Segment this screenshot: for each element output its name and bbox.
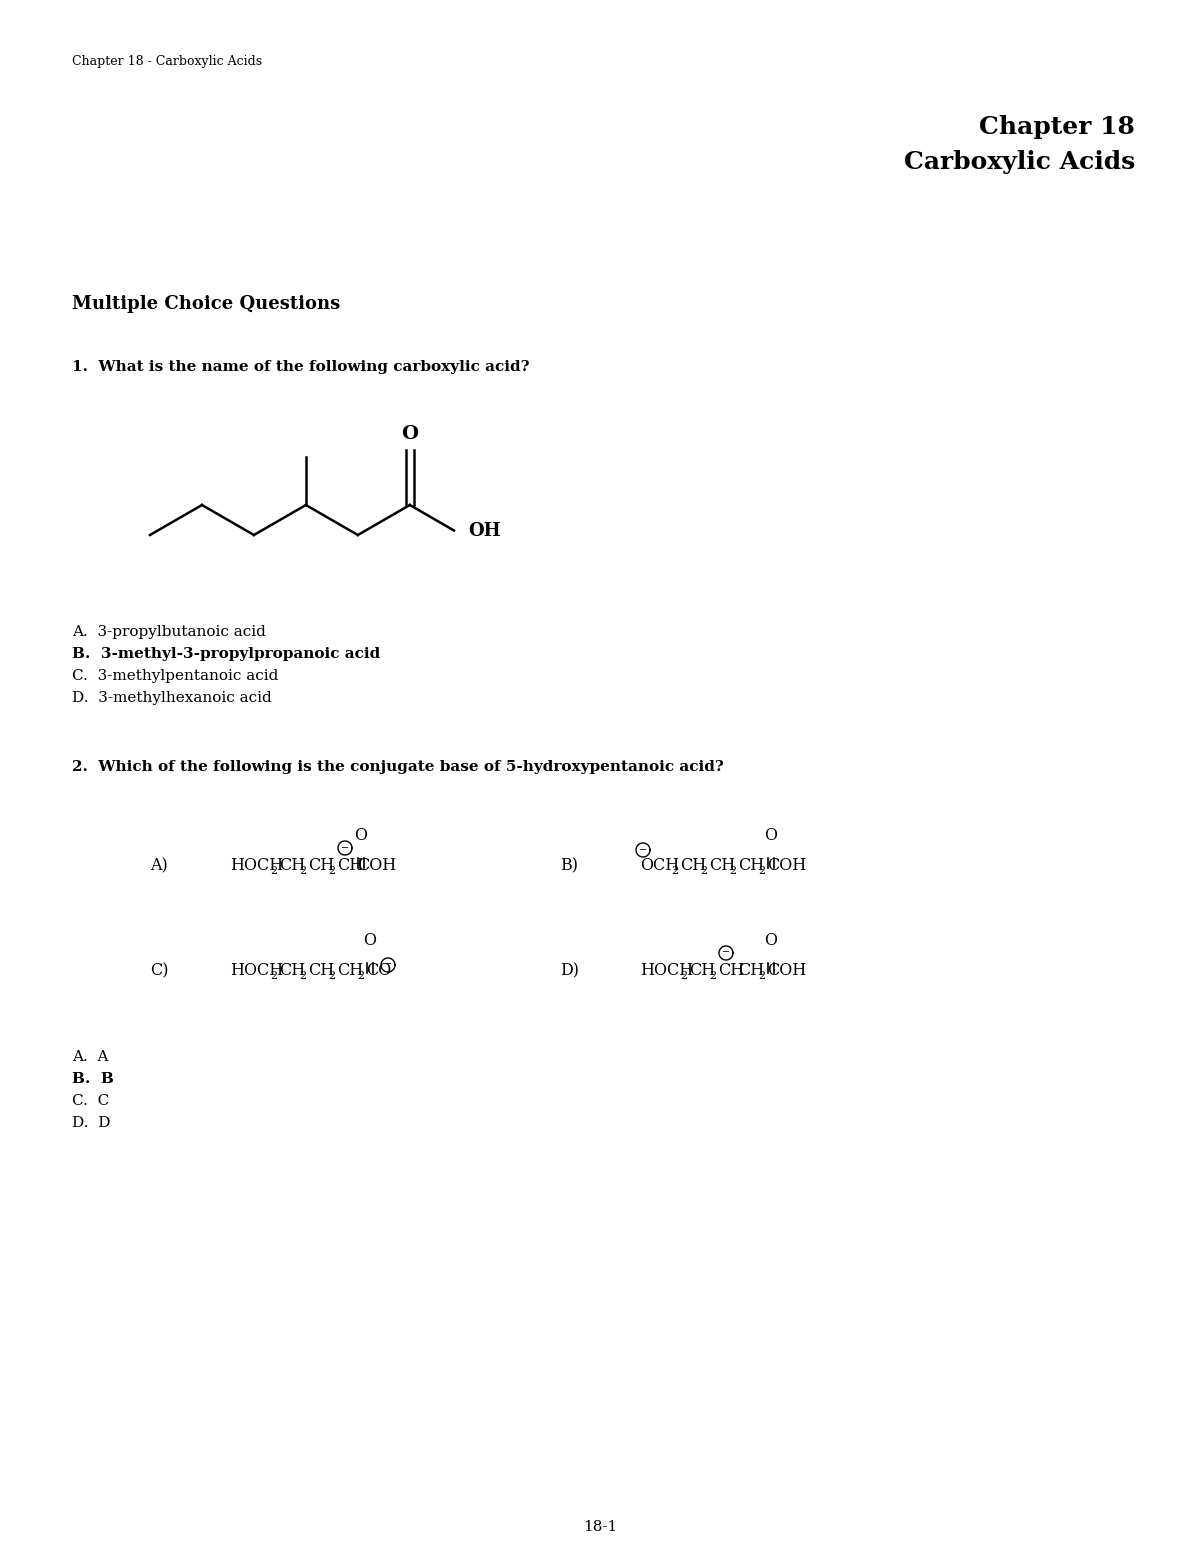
Text: C): C) [150,961,168,978]
Text: 2: 2 [730,867,736,876]
Text: −: − [384,960,392,969]
Text: 2.  Which of the following is the conjugate base of 5-hydroxypentanoic acid?: 2. Which of the following is the conjuga… [72,759,724,773]
Text: CH: CH [689,961,715,978]
Text: CH: CH [680,857,707,874]
Text: Carboxylic Acids: Carboxylic Acids [904,151,1135,174]
Text: 2: 2 [328,867,335,876]
Text: HOCH: HOCH [230,961,283,978]
Text: D): D) [560,961,580,978]
Text: A.  3-propylbutanoic acid: A. 3-propylbutanoic acid [72,624,266,638]
Text: CH: CH [337,961,364,978]
Text: C.  3-methylpentanoic acid: C. 3-methylpentanoic acid [72,669,278,683]
Text: COH: COH [767,857,806,874]
Text: 1.  What is the name of the following carboxylic acid?: 1. What is the name of the following car… [72,360,529,374]
Text: 2: 2 [671,867,678,876]
Text: CH: CH [308,961,335,978]
Text: 2: 2 [700,867,707,876]
Text: CO: CO [366,961,391,978]
Text: 2: 2 [758,867,766,876]
Text: A): A) [150,857,168,874]
Text: 2: 2 [299,971,306,981]
Text: −: − [341,843,349,853]
Text: CH: CH [278,857,305,874]
Text: D.  D: D. D [72,1117,110,1131]
Text: 2: 2 [709,971,716,981]
Text: 2: 2 [358,971,364,981]
Text: CH: CH [278,961,305,978]
Text: CH: CH [337,857,364,874]
Text: 2: 2 [680,971,688,981]
Text: COH: COH [358,857,396,874]
Text: B.  3-methyl-3-propylpropanoic acid: B. 3-methyl-3-propylpropanoic acid [72,648,380,662]
Text: C.  C: C. C [72,1093,109,1107]
Text: A.  A: A. A [72,1050,108,1064]
Text: CH: CH [308,857,335,874]
Text: 18-1: 18-1 [583,1520,617,1534]
Text: OH: OH [468,522,500,539]
Text: COH: COH [767,961,806,978]
Text: 2: 2 [270,867,277,876]
Text: D.  3-methylhexanoic acid: D. 3-methylhexanoic acid [72,691,271,705]
Text: CH: CH [709,857,736,874]
Text: HOCH: HOCH [640,961,694,978]
Text: −: − [722,949,730,958]
Text: O: O [364,932,377,949]
Text: 2: 2 [270,971,277,981]
Text: Multiple Choice Questions: Multiple Choice Questions [72,295,341,314]
Text: HOCH: HOCH [230,857,283,874]
Text: O: O [354,828,367,843]
Text: CH: CH [738,961,764,978]
Text: CH: CH [738,857,764,874]
Text: B.  B: B. B [72,1072,114,1086]
Text: Chapter 18 - Carboxylic Acids: Chapter 18 - Carboxylic Acids [72,54,262,68]
Text: O: O [764,828,778,843]
Text: Chapter 18: Chapter 18 [979,115,1135,140]
Text: CH: CH [718,961,744,978]
Text: −: − [638,845,647,854]
Text: O: O [401,426,419,443]
Text: 2: 2 [299,867,306,876]
Text: OCH: OCH [640,857,679,874]
Text: 2: 2 [328,971,335,981]
Text: 2: 2 [758,971,766,981]
Text: O: O [764,932,778,949]
Text: B): B) [560,857,578,874]
